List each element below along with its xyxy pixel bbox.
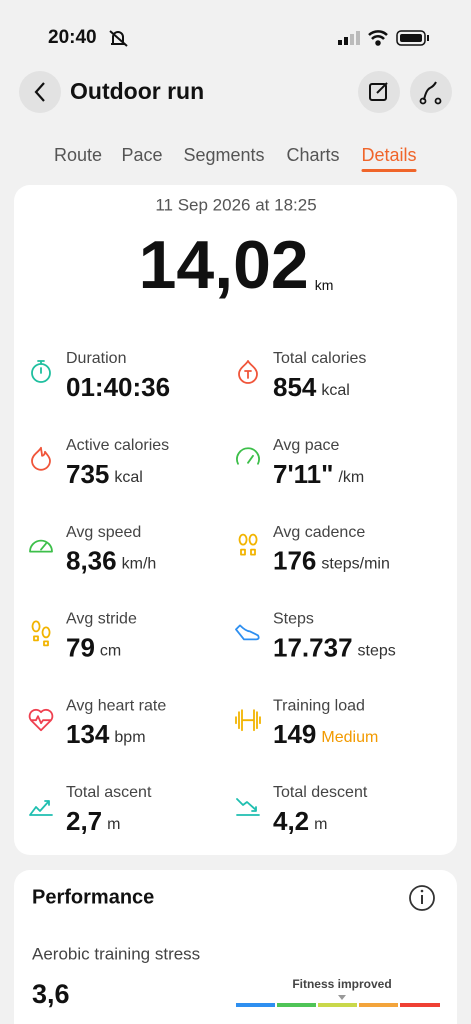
- tab[interactable]: Route: [54, 145, 102, 165]
- metric-icon: [29, 800, 53, 816]
- metric-value: 79: [66, 632, 95, 662]
- metric-label: Steps: [273, 611, 314, 628]
- metric-label: Avg cadence: [273, 524, 365, 541]
- metric-value: 2,7: [66, 806, 102, 836]
- metric: 176 steps/min: [273, 545, 390, 575]
- metric-icon: [238, 360, 258, 384]
- metric-value: 854: [273, 372, 317, 402]
- page-title: Outdoor run: [70, 78, 204, 104]
- distance-unit: km: [315, 277, 334, 293]
- metric-icon: [29, 539, 53, 553]
- metric: 01:40:36: [66, 372, 170, 402]
- metric-label: Training load: [273, 697, 365, 714]
- summary-card: [14, 185, 457, 855]
- metric-value: 4,2: [273, 806, 309, 836]
- metric-value: 3,6: [32, 979, 70, 1009]
- performance-card: [14, 870, 457, 1024]
- metric-unit: /km: [338, 469, 364, 486]
- metric-icon: [31, 446, 51, 471]
- tab[interactable]: Segments: [183, 145, 264, 165]
- metric: 8,36 km/h: [66, 545, 156, 575]
- metric-unit: m: [107, 816, 120, 833]
- metric-icon: [31, 360, 51, 383]
- metric-value: 176: [273, 545, 316, 575]
- metric-icon: [238, 533, 258, 556]
- metric-icon: [235, 624, 260, 641]
- metric: 79 cm: [66, 632, 121, 662]
- metric: 17.737 steps: [273, 632, 396, 662]
- signal-icon: [338, 31, 360, 45]
- performance-title: Performance: [32, 886, 154, 908]
- distance-value: 14,02: [139, 227, 309, 303]
- metric-value: 149: [273, 719, 316, 749]
- metric-label: Avg stride: [66, 611, 137, 628]
- metric-icon: [28, 708, 54, 732]
- metric-label: Duration: [66, 350, 126, 367]
- metric-unit: cm: [100, 643, 121, 660]
- metric-label: Aerobic training stress: [32, 944, 200, 963]
- tab[interactable]: Details: [361, 145, 416, 165]
- tab[interactable]: Charts: [286, 145, 339, 165]
- metric-value: 134: [66, 719, 110, 749]
- metric-icon: [236, 447, 260, 465]
- metric-value: 735: [66, 459, 109, 489]
- status-time: 20:40: [48, 27, 97, 48]
- edit-button[interactable]: [358, 71, 400, 113]
- metric: 149 Medium: [273, 719, 378, 749]
- metric-label: Total ascent: [66, 784, 152, 801]
- metric-unit: km/h: [122, 556, 157, 573]
- wifi-icon: [368, 30, 388, 46]
- metric-value: 7'11": [273, 459, 333, 489]
- mute-icon: [109, 30, 128, 47]
- metric: 2,7 m: [66, 806, 120, 836]
- metric: 735 kcal: [66, 459, 143, 489]
- tab-indicator: [361, 169, 417, 172]
- distance: 14,02 km: [139, 227, 334, 303]
- metric-unit: bpm: [114, 729, 145, 746]
- metric-unit: kcal: [321, 382, 349, 399]
- metric: 854 kcal: [273, 372, 350, 402]
- metric-label: Active calories: [66, 437, 169, 454]
- status-marker: [338, 995, 346, 1000]
- back-button[interactable]: [19, 71, 61, 113]
- metric-unit: m: [314, 816, 327, 833]
- metric-label: Total descent: [273, 784, 368, 801]
- workout-date: 11 Sep 2026 at 18:25: [155, 195, 316, 214]
- info-button[interactable]: [409, 885, 435, 911]
- tab[interactable]: Pace: [121, 145, 162, 165]
- battery-icon: [396, 30, 429, 46]
- metric-label: Total calories: [273, 350, 366, 367]
- metric-unit: Medium: [321, 729, 378, 746]
- metric-unit: steps: [358, 643, 396, 660]
- metric-label: Avg heart rate: [66, 697, 166, 714]
- metric-value: 01:40:36: [66, 372, 170, 402]
- metric-unit: steps/min: [321, 556, 389, 573]
- status-label: Fitness improved: [292, 977, 391, 991]
- metric-label: Avg pace: [273, 437, 340, 454]
- metric: 134 bpm: [66, 719, 146, 749]
- status-scale: [236, 1003, 440, 1007]
- metric-value: 8,36: [66, 545, 117, 575]
- metric-unit: kcal: [114, 469, 142, 486]
- metric: 4,2 m: [273, 806, 327, 836]
- metric: 7'11" /km: [273, 459, 364, 489]
- metric-icon: [235, 709, 261, 732]
- metric-label: Avg speed: [66, 524, 141, 541]
- route-button[interactable]: [410, 71, 452, 113]
- metric-value: 17.737: [273, 632, 353, 662]
- metric-icon: [31, 620, 51, 647]
- metric-icon: [236, 798, 260, 816]
